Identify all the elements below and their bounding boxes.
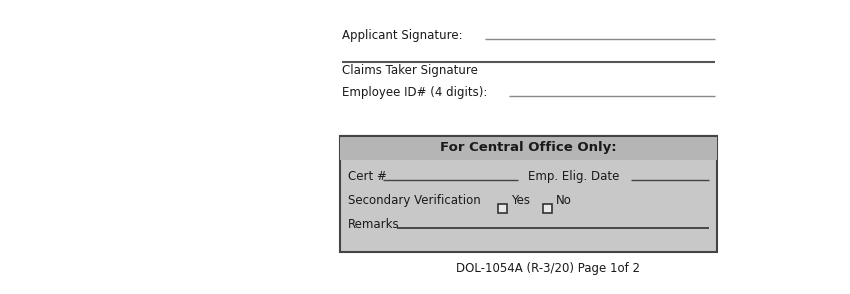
Bar	[340, 136, 717, 160]
Bar	[340, 136, 717, 252]
Text: Yes: Yes	[511, 194, 530, 207]
Text: Emp. Elig. Date: Emp. Elig. Date	[528, 170, 620, 183]
Text: For Central Office Only:: For Central Office Only:	[440, 141, 617, 155]
Bar	[543, 204, 552, 213]
Text: Employee ID# (4 digits):: Employee ID# (4 digits):	[342, 86, 487, 99]
Text: Remarks: Remarks	[348, 218, 400, 231]
Text: DOL-1054A (R-3/20) Page 1of 2: DOL-1054A (R-3/20) Page 1of 2	[456, 262, 641, 275]
Text: Claims Taker Signature: Claims Taker Signature	[342, 64, 478, 77]
Bar	[498, 204, 507, 213]
Text: Applicant Signature:: Applicant Signature:	[342, 29, 462, 42]
Text: Cert #: Cert #	[348, 170, 387, 183]
Text: No: No	[556, 194, 572, 207]
Text: Secondary Verification: Secondary Verification	[348, 194, 481, 207]
